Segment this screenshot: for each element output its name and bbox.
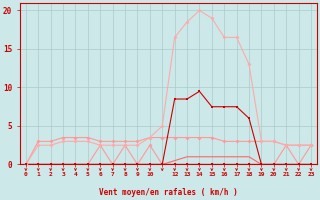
X-axis label: Vent moyen/en rafales ( km/h ): Vent moyen/en rafales ( km/h )	[99, 188, 238, 197]
